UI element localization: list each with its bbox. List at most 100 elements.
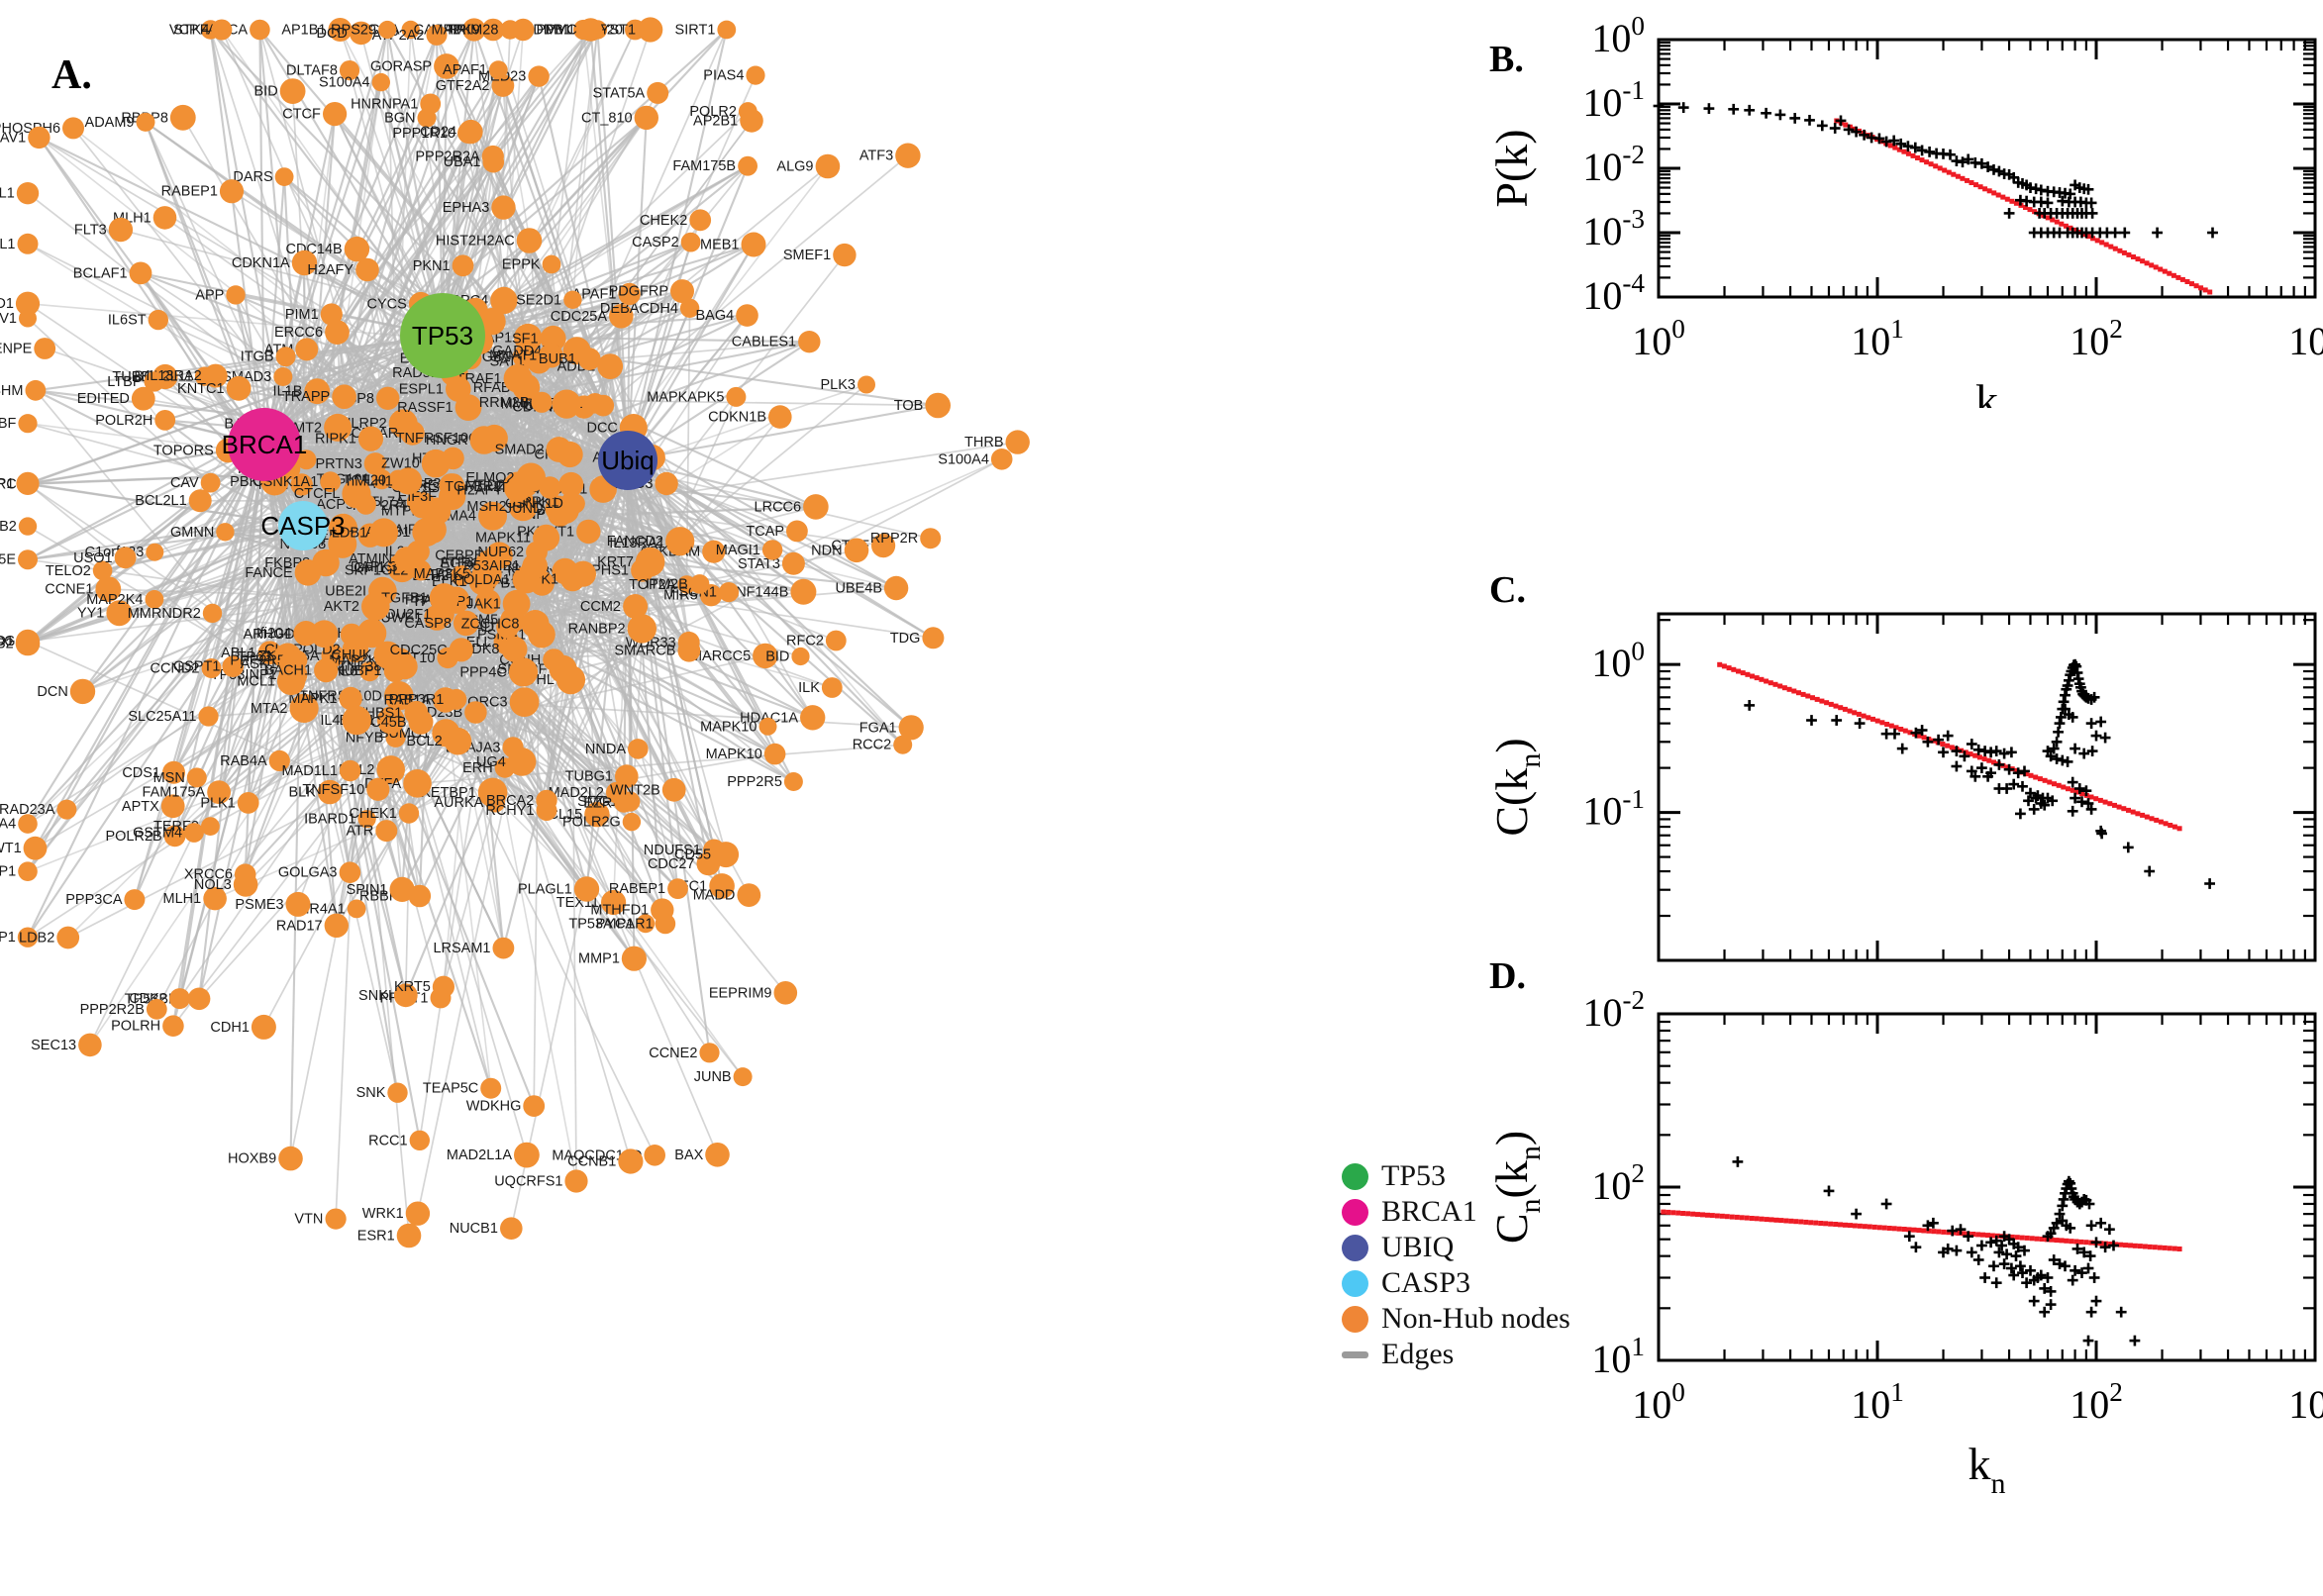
network-node[interactable]: HNGR [426, 426, 499, 454]
network-node[interactable]: PPP2R2B [80, 998, 167, 1020]
network-node[interactable]: CDKN1B [708, 405, 792, 429]
node-circle[interactable] [23, 836, 48, 860]
node-circle[interactable] [508, 657, 539, 687]
network-node[interactable]: MCL1 [237, 666, 306, 696]
node-circle[interactable] [320, 303, 343, 326]
node-circle[interactable] [644, 1145, 665, 1166]
network-node[interactable]: EZR [583, 793, 634, 813]
node-circle[interactable] [18, 414, 38, 434]
network-node[interactable]: GORASP [370, 53, 459, 79]
node-circle[interactable] [446, 688, 467, 710]
node-circle[interactable] [114, 547, 137, 569]
node-circle[interactable] [786, 520, 808, 543]
node-circle[interactable] [274, 167, 294, 187]
network-node[interactable]: VTN [294, 1208, 347, 1230]
network-node[interactable]: DLTAF8 [286, 60, 360, 81]
network-node[interactable]: RCC1 [368, 1130, 430, 1151]
node-circle[interactable] [679, 298, 700, 318]
node-circle[interactable] [356, 618, 387, 648]
node-circle[interactable] [394, 547, 419, 571]
network-node[interactable]: YY1 [77, 600, 133, 627]
node-circle[interactable] [34, 338, 56, 359]
node-circle[interactable] [446, 376, 471, 402]
node-circle[interactable] [295, 338, 319, 361]
network-node[interactable]: WRK1 [362, 1201, 431, 1226]
node-circle[interactable] [469, 426, 499, 454]
network-node[interactable]: AP1B1 [281, 18, 353, 42]
network-node[interactable]: GMEB1 [689, 232, 766, 257]
node-circle[interactable] [324, 913, 349, 938]
node-circle[interactable] [344, 236, 370, 262]
hub-circle[interactable] [400, 293, 485, 378]
node-circle[interactable] [323, 102, 348, 127]
network-node[interactable]: S100A4 [0, 814, 38, 834]
network-node[interactable]: THRB [964, 430, 1030, 454]
node-circle[interactable] [200, 472, 221, 493]
network-node[interactable]: COBF [0, 414, 38, 434]
network-node[interactable]: ALG9 [776, 153, 841, 179]
node-circle[interactable] [279, 78, 306, 104]
node-circle[interactable] [584, 393, 606, 414]
node-circle[interactable] [560, 566, 585, 592]
network-node[interactable]: SLC25A11 [128, 706, 219, 727]
node-circle[interactable] [502, 589, 531, 618]
node-circle[interactable] [349, 21, 373, 46]
network-node[interactable]: BID [254, 78, 306, 104]
network-node[interactable]: NNDA [585, 739, 649, 759]
node-circle[interactable] [187, 987, 211, 1011]
network-node[interactable]: EDITED [77, 386, 155, 411]
node-circle[interactable] [310, 620, 339, 648]
network-node[interactable]: CCND2 [151, 658, 222, 678]
network-node[interactable]: KRT5 [394, 975, 454, 998]
node-circle[interactable] [500, 20, 520, 40]
node-circle[interactable] [614, 793, 634, 813]
network-node[interactable]: CTBP1 [0, 861, 38, 881]
node-circle[interactable] [858, 375, 875, 394]
network-node[interactable]: CCNB1 [567, 1148, 644, 1174]
network-node[interactable]: RAD23A [0, 799, 77, 820]
node-circle[interactable] [78, 1033, 102, 1057]
network-node[interactable]: PLAGL1 [518, 876, 600, 902]
node-circle[interactable] [622, 812, 642, 832]
node-circle[interactable] [332, 384, 356, 410]
node-circle[interactable] [763, 743, 786, 765]
node-circle[interactable] [478, 501, 507, 531]
node-circle[interactable] [501, 636, 528, 662]
node-circle[interactable] [680, 232, 701, 252]
node-circle[interactable] [542, 254, 561, 274]
hub-circle[interactable] [598, 431, 657, 490]
network-node[interactable]: DCD [316, 21, 373, 46]
node-circle[interactable] [667, 878, 688, 899]
node-circle[interactable] [376, 386, 400, 410]
network-node[interactable]: TOB [894, 392, 951, 419]
node-circle[interactable] [15, 291, 41, 316]
node-circle[interactable] [736, 304, 758, 327]
node-circle[interactable] [655, 471, 678, 496]
node-circle[interactable] [207, 780, 232, 804]
node-circle[interactable] [369, 518, 399, 548]
network-node[interactable]: MED23 [478, 65, 550, 87]
node-circle[interactable] [488, 60, 508, 80]
network-node[interactable]: PYCAR1 [596, 913, 676, 935]
node-circle[interactable] [717, 20, 737, 40]
network-node[interactable]: UBE4B [835, 575, 909, 601]
node-circle[interactable] [491, 195, 516, 220]
network-node[interactable]: RRM2B [479, 391, 553, 413]
network-node[interactable]: BAG4 [696, 304, 758, 327]
network-node[interactable]: BAX [674, 1143, 730, 1167]
node-circle[interactable] [162, 1015, 184, 1037]
node-circle[interactable] [186, 767, 207, 788]
node-circle[interactable] [393, 983, 418, 1008]
node-circle[interactable] [202, 603, 223, 624]
node-circle[interactable] [578, 18, 603, 42]
network-node[interactable]: POLR2G [562, 812, 642, 832]
network-node[interactable]: SMAD2 [495, 437, 572, 462]
node-circle[interactable] [359, 660, 380, 682]
node-circle[interactable] [16, 182, 40, 205]
network-node[interactable]: TGFB1 [381, 583, 459, 613]
network-node[interactable]: BLK [288, 779, 343, 805]
network-node[interactable]: CENPE [0, 338, 56, 359]
network-node[interactable]: P53AIP1 [463, 552, 548, 579]
network-node[interactable]: CDS1 [122, 760, 185, 784]
network-node[interactable]: ADAM9 [85, 112, 155, 132]
